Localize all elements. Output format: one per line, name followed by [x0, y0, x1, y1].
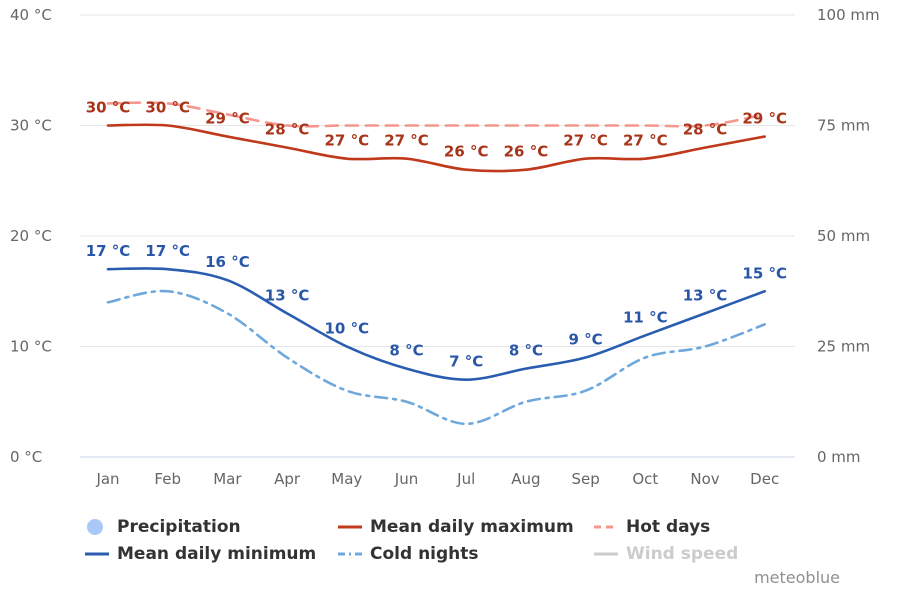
legend-item-wind-speed[interactable]: Wind speed	[592, 543, 738, 565]
data-label: 11 °C	[623, 308, 668, 326]
x-tick-label: Sep	[571, 470, 599, 488]
series-line-hot-days	[106, 101, 766, 128]
x-tick-label: Feb	[154, 470, 181, 488]
legend-item-cold-nights[interactable]: Cold nights	[336, 543, 479, 565]
x-tick-label: Jan	[95, 470, 119, 488]
data-label: 30 °C	[86, 99, 131, 117]
data-label: 26 °C	[504, 143, 549, 161]
data-label: 17 °C	[145, 242, 190, 260]
data-label: 9 °C	[569, 331, 603, 349]
data-label: 28 °C	[683, 121, 728, 139]
x-tick-label: May	[331, 470, 362, 488]
legend-item-mean-daily-minimum[interactable]: Mean daily minimum	[83, 543, 316, 565]
legend-item-precipitation[interactable]: Precipitation	[83, 516, 241, 538]
data-label: 16 °C	[205, 253, 250, 271]
grid-lines	[80, 14, 795, 458]
x-tick-label: Mar	[213, 470, 242, 488]
circle-swatch-icon	[87, 519, 103, 535]
legend-label: Cold nights	[370, 544, 479, 564]
series-line-mean-daily-minimum	[106, 267, 766, 381]
legend-label: Mean daily minimum	[117, 544, 317, 564]
data-label: 27 °C	[324, 132, 369, 150]
y-right-tick-label: 0 mm	[817, 448, 861, 466]
legend-label: Wind speed	[626, 544, 739, 564]
y-axis-left: 0 °C 10 °C 20 °C 30 °C 40 °C	[10, 6, 52, 466]
y-right-tick-label: 25 mm	[817, 338, 870, 356]
x-tick-label: Dec	[750, 470, 779, 488]
data-label: 27 °C	[384, 132, 429, 150]
y-right-tick-label: 75 mm	[817, 117, 870, 135]
y-left-tick-label: 20 °C	[10, 227, 52, 245]
y-left-tick-label: 30 °C	[10, 117, 52, 135]
data-label: 13 °C	[683, 286, 728, 304]
y-left-tick-label: 40 °C	[10, 6, 52, 24]
data-label: 17 °C	[86, 242, 131, 260]
x-axis: Jan Feb Mar Apr May Jun Jul Aug Sep Oct Nov Dec	[95, 470, 779, 488]
data-label: 15 °C	[742, 264, 787, 282]
series-line-mean-daily-maximum	[106, 123, 766, 173]
x-tick-label: Nov	[690, 470, 719, 488]
x-tick-label: Aug	[511, 470, 540, 488]
data-label: 26 °C	[444, 143, 489, 161]
x-tick-label: Jul	[456, 470, 475, 488]
data-label: 27 °C	[623, 132, 668, 150]
line-swatch-icon	[338, 525, 362, 529]
series-lines	[106, 101, 766, 426]
data-label: 27 °C	[563, 132, 608, 150]
y-right-tick-label: 50 mm	[817, 227, 870, 245]
line-swatch-icon	[594, 525, 618, 529]
data-label: 30 °C	[145, 99, 190, 117]
y-right-tick-label: 100 mm	[817, 6, 880, 24]
data-label: 28 °C	[265, 121, 310, 139]
data-label: 29 °C	[205, 110, 250, 128]
data-labels: 30 °C 30 °C 29 °C 28 °C 27 °C 27 °C 26 °C 26 °C…	[86, 99, 787, 371]
legend-label: Mean daily maximum	[370, 517, 574, 537]
series-line-cold-nights	[106, 289, 766, 426]
data-label: 10 °C	[324, 320, 369, 338]
x-tick-label: Jun	[394, 470, 418, 488]
x-tick-label: Apr	[274, 470, 301, 488]
y-axis-right: 0 mm 25 mm 50 mm 75 mm 100 mm	[817, 6, 880, 466]
line-swatch-icon	[594, 552, 618, 556]
credit-label[interactable]: meteoblue	[754, 568, 840, 587]
legend-label: Precipitation	[117, 517, 241, 537]
legend-item-hot-days[interactable]: Hot days	[592, 516, 710, 538]
y-left-tick-label: 0 °C	[10, 448, 42, 466]
data-label: 8 °C	[389, 342, 423, 360]
data-label: 29 °C	[742, 110, 787, 128]
legend-label: Hot days	[626, 517, 711, 537]
data-label: 7 °C	[449, 353, 483, 371]
legend-item-mean-daily-maximum[interactable]: Mean daily maximum	[336, 516, 574, 538]
line-swatch-icon	[85, 552, 109, 556]
y-left-tick-label: 10 °C	[10, 338, 52, 356]
line-swatch-icon	[338, 552, 362, 556]
x-tick-label: Oct	[632, 470, 658, 488]
data-label: 13 °C	[265, 286, 310, 304]
data-label: 8 °C	[509, 342, 543, 360]
